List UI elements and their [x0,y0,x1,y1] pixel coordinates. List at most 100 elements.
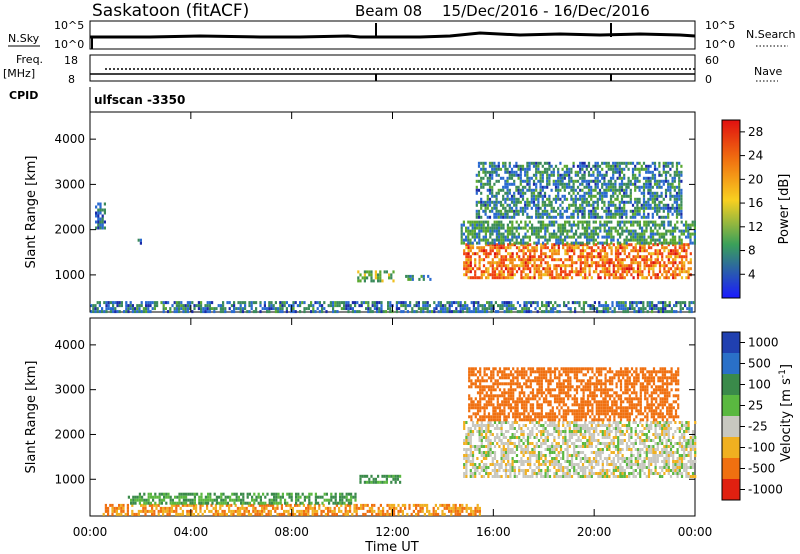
velocity-cell [443,512,446,516]
power-cell [614,182,617,186]
power-cell [609,167,613,171]
velocity-cell [261,509,264,513]
velocity-cell [573,448,576,451]
power-cell [559,238,562,242]
power-cell [139,238,142,242]
power-cell [112,310,115,314]
power-cell [553,246,556,250]
power-cell [506,185,509,189]
power-cell [624,301,627,305]
power-cell [565,173,569,177]
power-cell [661,252,664,256]
power-cell [526,200,529,204]
power-cell [473,238,476,242]
power-cell [486,182,489,186]
velocity-cell [307,509,310,513]
power-cell [543,209,547,213]
power-cell [292,307,295,311]
power-cell [540,264,543,268]
power-cell [94,304,97,308]
power-cell [605,223,608,227]
power-cell [487,270,490,274]
velocity-cell [599,469,602,472]
power-cell [334,310,337,314]
power-cell [614,188,617,192]
power-cell [543,167,547,171]
power-cell [557,170,560,174]
power-cell [608,261,611,265]
velocity-cell [480,421,483,424]
velocity-cell [595,445,598,448]
velocity-cell [373,509,376,513]
velocity-cell [132,501,135,505]
power-cell [660,185,663,189]
power-cell [548,197,551,201]
power-cell [642,215,646,219]
power-cell [652,243,655,247]
power-cell [478,220,481,224]
power-cell [600,310,603,314]
power-cell [541,188,544,192]
power-cell [649,229,652,233]
power-cell [519,164,522,168]
power-cell [156,304,159,308]
power-cell [625,235,628,239]
power-cell [542,246,545,250]
velocity-cell [608,475,611,478]
power-cell [614,215,617,219]
power-cell [509,267,512,271]
power-cell [586,223,589,227]
power-cell [499,176,503,180]
power-cell [616,167,619,171]
power-cell [537,206,540,210]
power-cell [614,209,617,213]
velocity-cell [202,498,205,502]
power-cell [614,270,618,274]
power-cell [675,170,679,174]
velocity-cell [432,512,435,516]
power-cell [524,226,527,230]
power-cell [559,273,563,277]
power-cell [658,235,661,239]
velocity-cell [529,454,532,457]
power-cell [636,267,640,271]
power-cell [541,310,544,314]
power-cell [97,226,100,230]
power-cell [471,220,474,224]
power-cell [482,249,486,253]
power-cell [544,255,547,259]
velocity-cell [577,466,580,469]
power-cell [189,301,192,305]
velocity-cell [603,430,607,433]
power-cell [590,173,593,177]
power-cell [666,310,669,314]
velocity-cell [500,439,503,442]
velocity-cell [566,451,569,454]
power-cell [680,173,683,177]
power-cell [634,167,637,171]
power-cell [561,206,564,210]
power-cell [508,161,511,165]
power-cell [543,203,547,207]
power-cell [446,310,449,314]
power-cell [101,217,104,221]
power-cell [683,261,686,265]
velocity-cell [612,439,615,442]
power-cell [506,215,509,219]
power-cell [519,191,522,195]
power-cell [634,246,637,250]
velocity-cell [302,503,305,507]
power-cell [140,310,143,314]
power-cell [636,185,639,189]
power-cell [568,235,571,239]
power-cell [630,264,633,268]
power-cell [526,229,529,233]
power-cell [532,161,536,165]
power-cell [552,170,555,174]
power-cell [638,179,641,183]
power-cell [526,241,529,245]
power-cell [480,270,483,274]
velocity-cell [551,448,554,451]
power-cell [552,209,555,213]
